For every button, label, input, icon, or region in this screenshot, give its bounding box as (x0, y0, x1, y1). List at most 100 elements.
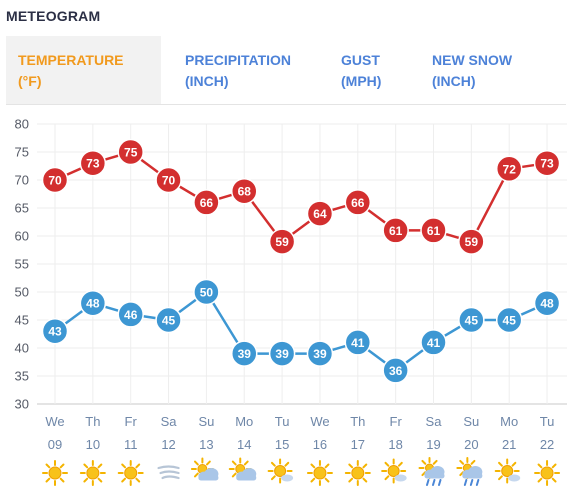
sun-ray (551, 477, 557, 483)
x-tick-day: Sa (426, 414, 443, 429)
high-temperature-label: 59 (275, 235, 289, 249)
low-temperature-label: 41 (351, 336, 365, 350)
high-temperature-point (458, 228, 485, 255)
low-temperature-point (533, 289, 561, 317)
x-tick-date: 09 (48, 437, 62, 452)
sun-ray (59, 463, 65, 469)
low-temperature-point (231, 340, 258, 367)
wind-icon (157, 465, 180, 480)
tab-bar: TEMPERATURE (°F) PRECIPITATION (INCH) GU… (6, 36, 566, 105)
sun-ray (384, 475, 390, 481)
low-temperature-point (306, 340, 334, 367)
tab-new-snow[interactable]: NEW SNOW (INCH) (420, 36, 535, 104)
sun-ray (511, 461, 517, 467)
high-temperature-point (193, 189, 220, 216)
y-tick-label: 55 (15, 257, 29, 272)
rain-drop (432, 479, 436, 486)
cloud-part (508, 474, 521, 482)
y-tick-label: 75 (15, 145, 29, 160)
y-tick-label: 60 (15, 229, 29, 244)
x-tick-day: We (45, 414, 64, 429)
x-tick-day: Su (463, 414, 479, 429)
low-temperature-label: 36 (389, 364, 403, 378)
x-tick-day: Su (198, 414, 214, 429)
low-temperature-label: 48 (540, 297, 554, 311)
sun-disc (86, 466, 100, 480)
sun-disc (274, 465, 287, 477)
sun-ray (45, 477, 51, 483)
sun-ray (421, 459, 427, 465)
high-temperature-point (495, 155, 523, 183)
high-temperature-point (79, 149, 107, 177)
low-temperature-label: 48 (86, 297, 100, 311)
high-temperature-label: 64 (313, 207, 327, 221)
tab-temperature[interactable]: TEMPERATURE (°F) (6, 36, 161, 104)
cloud-part (424, 473, 445, 479)
y-tick-label: 45 (15, 313, 29, 328)
tab-gust-label: GUST (341, 52, 380, 68)
x-tick-date: 16 (313, 437, 327, 452)
sun-ray (348, 463, 354, 469)
sun-ray (83, 477, 89, 483)
x-tick-day: Sa (161, 414, 178, 429)
x-tick-day: Mo (500, 414, 518, 429)
wind-streak (157, 465, 180, 470)
sun-ray (59, 477, 65, 483)
sun-ray (121, 477, 127, 483)
high-temperature-point (533, 149, 561, 177)
low-temperature-point (420, 329, 447, 356)
x-tick-date: 22 (540, 437, 554, 452)
x-tick-date: 20 (464, 437, 478, 452)
sun-ray (498, 475, 503, 481)
rain-sun-icon (456, 457, 483, 486)
x-tick-date: 15 (275, 437, 289, 452)
y-tick-label: 70 (15, 173, 29, 188)
x-tick-date: 18 (388, 437, 402, 452)
tab-gust-unit: (MPH) (341, 73, 382, 89)
x-tick-day: Tu (540, 414, 555, 429)
sun-icon (79, 460, 106, 486)
sun-icon (306, 460, 333, 486)
tab-precipitation[interactable]: PRECIPITATION (INCH) (173, 36, 318, 104)
sun-ray (97, 477, 103, 483)
sun-ray (121, 463, 127, 469)
high-temperature-point (420, 217, 447, 244)
x-tick-date: 17 (351, 437, 365, 452)
sun-disc (501, 465, 514, 477)
sun-ray (397, 461, 403, 467)
partly-cloudy-icon (190, 457, 219, 481)
high-temperature-point (306, 200, 334, 227)
low-temperature-point (382, 357, 409, 384)
sun-ray (243, 460, 249, 466)
tab-gust[interactable]: GUST (MPH) (329, 36, 409, 104)
sun-disc (540, 466, 554, 480)
sun-ray (135, 463, 141, 469)
sun-ray (348, 477, 354, 483)
rain-drop (438, 479, 442, 486)
partly-cloudy-icon (228, 457, 257, 481)
y-tick-label: 65 (15, 201, 29, 216)
sun-ray (45, 463, 51, 469)
y-tick-label: 35 (15, 369, 29, 384)
low-temperature-point (117, 301, 144, 328)
high-temperature-point (41, 166, 69, 194)
high-temperature-point (382, 217, 409, 244)
sun-ray (384, 461, 390, 467)
sun-ray (231, 460, 237, 466)
low-temperature-label: 39 (238, 347, 252, 361)
high-temperature-point (344, 189, 372, 216)
sun-disc (387, 465, 400, 477)
sun-disc (313, 466, 327, 480)
x-tick-date: 19 (426, 437, 440, 452)
high-temperature-label: 73 (86, 157, 100, 171)
sun-ray (193, 472, 199, 478)
low-temperature-label: 45 (162, 314, 176, 328)
sun-ray (537, 477, 543, 483)
low-temperature-label: 43 (48, 325, 62, 339)
low-temperature-point (344, 329, 372, 356)
sun-ray (432, 459, 438, 465)
high-temperature-point (268, 228, 296, 255)
tab-precipitation-label: PRECIPITATION (185, 52, 292, 68)
low-temperature-point (458, 306, 485, 334)
x-tick-day: We (310, 414, 329, 429)
